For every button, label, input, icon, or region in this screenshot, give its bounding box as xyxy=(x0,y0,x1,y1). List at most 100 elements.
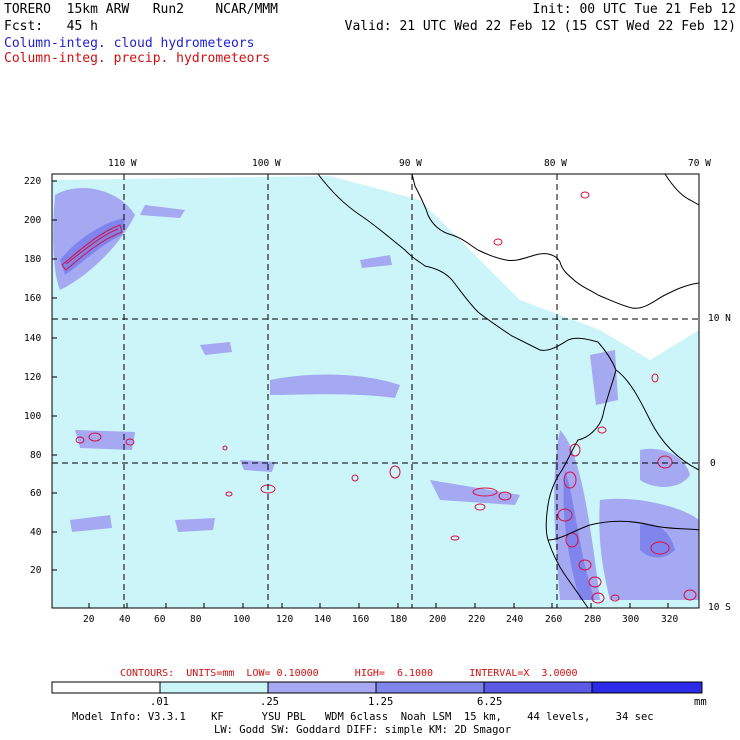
precip-contour xyxy=(61,224,123,271)
x-tick-label: 240 xyxy=(506,614,524,625)
precip-contour xyxy=(222,445,228,451)
precip-contour xyxy=(498,491,512,501)
precip-contour xyxy=(650,541,670,555)
cloud-mid-patch xyxy=(360,255,392,268)
init-time: Init: 00 UTC Tue 21 Feb 12 xyxy=(532,2,737,17)
lon-label-70w: 70 W xyxy=(688,158,711,169)
cloud-light-region xyxy=(140,180,420,280)
cloud-mid-patch xyxy=(590,350,618,405)
precip-contour xyxy=(657,455,673,469)
precip-contour xyxy=(389,465,401,479)
y-tick-label: 200 xyxy=(24,215,42,226)
cloud-mid-patch xyxy=(140,205,185,218)
coastline xyxy=(615,369,700,471)
cloud-mid-patch xyxy=(270,374,400,398)
precip-contours xyxy=(61,191,697,604)
cloud-mid-patch xyxy=(430,480,520,505)
precip-contour xyxy=(578,559,592,571)
y-tick-label: 160 xyxy=(24,293,42,304)
map-frame xyxy=(51,173,700,609)
precip-contour xyxy=(610,594,620,602)
x-tick-label: 120 xyxy=(276,614,294,625)
valid-time: Valid: 21 UTC Wed 22 Feb 12 (15 CST Wed … xyxy=(344,19,736,34)
precip-contour xyxy=(65,228,119,265)
cloud-field-label: Column-integ. cloud hydrometeors xyxy=(4,36,255,51)
cloud-mid-patch xyxy=(175,518,215,532)
precip-contour xyxy=(588,576,602,588)
color-bin xyxy=(591,681,703,694)
coastline xyxy=(317,173,617,609)
x-tick-label: 220 xyxy=(468,614,486,625)
precip-contour xyxy=(580,191,590,199)
x-tick-label: 60 xyxy=(154,614,166,625)
x-tick-label: 160 xyxy=(352,614,370,625)
precip-contour xyxy=(225,491,233,497)
cloud-dark-core xyxy=(563,470,595,600)
x-tick-label: 320 xyxy=(661,614,679,625)
model-title: TORERO 15km ARW Run2 NCAR/MMM xyxy=(4,2,278,17)
colorbar-value: 1.25 xyxy=(368,696,394,708)
color-bin xyxy=(159,681,269,694)
precip-contour xyxy=(125,438,135,446)
precip-contour xyxy=(569,443,581,457)
cloud-mid-patch xyxy=(200,342,232,355)
x-tick-label: 280 xyxy=(584,614,602,625)
precip-contour xyxy=(591,592,605,604)
lat-label-0: 0 xyxy=(710,458,716,469)
lon-label-100w: 100 W xyxy=(252,158,281,169)
y-tick-label: 180 xyxy=(24,254,42,265)
cloud-dark-core xyxy=(640,523,675,558)
x-tick-label: 40 xyxy=(119,614,131,625)
lat-label-10n: 10 N xyxy=(708,313,731,324)
colorbar-value: .25 xyxy=(260,696,279,708)
hydrometeor-field xyxy=(52,176,699,608)
cloud-mid-patch xyxy=(70,515,112,532)
y-tick-label: 40 xyxy=(30,527,42,538)
colorbar-value: 6.25 xyxy=(477,696,503,708)
forecast-hour: Fcst: 45 h xyxy=(4,19,98,34)
coastline xyxy=(597,282,700,309)
y-tick-label: 20 xyxy=(30,565,42,576)
latlon-grid xyxy=(52,174,699,608)
coastline xyxy=(664,173,700,206)
y-tick-label: 100 xyxy=(24,411,42,422)
precip-contour xyxy=(651,373,659,383)
coastlines xyxy=(317,173,700,609)
precip-field-label: Column-integ. precip. hydrometeors xyxy=(4,51,271,66)
precip-contour xyxy=(557,508,573,522)
y-tick-label: 140 xyxy=(24,333,42,344)
coastline xyxy=(411,173,599,296)
lon-label-110w: 110 W xyxy=(108,158,137,169)
precip-contour xyxy=(597,426,607,434)
model-info: Model Info: V3.3.1 KF YSU PBL WDM 6class… xyxy=(72,711,654,723)
color-bin xyxy=(267,681,377,694)
x-tick-label: 140 xyxy=(314,614,332,625)
axis-ticks xyxy=(52,180,669,608)
precip-contour xyxy=(75,436,85,444)
lon-label-80w: 80 W xyxy=(544,158,567,169)
precip-contour xyxy=(474,503,486,511)
color-bin xyxy=(51,681,161,694)
coastline xyxy=(547,520,700,541)
precip-contour xyxy=(472,487,498,497)
colorbar-unit: mm xyxy=(694,696,707,708)
contour-info: CONTOURS: UNITS=mm LOW= 0.10000 HIGH= 6.… xyxy=(120,668,578,679)
y-tick-label: 220 xyxy=(24,176,42,187)
x-tick-label: 260 xyxy=(545,614,563,625)
model-physics: LW: Godd SW: Goddard DIFF: simple KM: 2D… xyxy=(214,724,512,736)
precip-contour xyxy=(450,535,460,541)
precip-contour xyxy=(683,589,697,601)
y-tick-label: 80 xyxy=(30,450,42,461)
lon-label-90w: 90 W xyxy=(399,158,422,169)
y-tick-label: 120 xyxy=(24,372,42,383)
color-bin xyxy=(483,681,593,694)
x-tick-label: 200 xyxy=(429,614,447,625)
precip-contour xyxy=(493,238,503,246)
x-tick-label: 80 xyxy=(190,614,202,625)
precip-contour xyxy=(88,432,102,442)
lat-label-10s: 10 S xyxy=(708,602,731,613)
precip-contour xyxy=(563,471,577,489)
x-tick-label: 180 xyxy=(390,614,408,625)
precip-contour xyxy=(351,474,359,482)
